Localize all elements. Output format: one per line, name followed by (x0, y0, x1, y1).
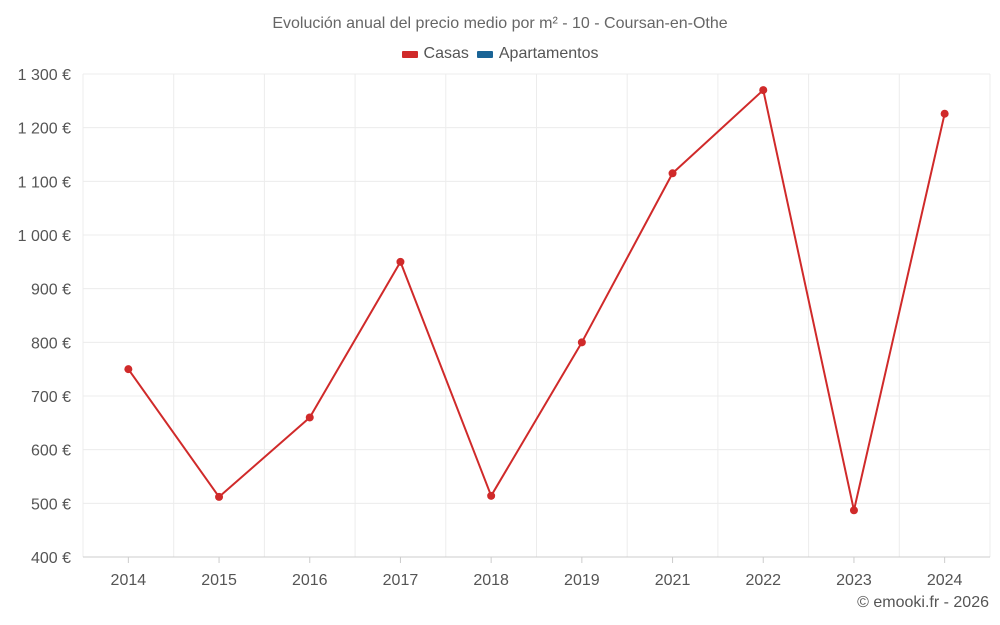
data-point (396, 257, 405, 266)
legend-swatch-apartamentos (476, 50, 493, 58)
x-tick-label: 2014 (111, 572, 147, 589)
data-point (940, 109, 949, 118)
series-line-casas (127, 89, 946, 512)
legend-item-apartamentos[interactable]: Apartamentos (476, 45, 599, 63)
legend-swatch-casas (401, 50, 418, 58)
chart-title: Evolución anual del precio medio por m² … (272, 15, 728, 32)
y-tick-label: 1 300 € (18, 67, 71, 84)
y-tick-label: 800 € (31, 335, 71, 352)
legend-label-apartamentos: Apartamentos (498, 45, 599, 62)
y-tick-label: 400 € (31, 550, 71, 567)
y-tick-label: 900 € (31, 282, 71, 299)
y-tick-label: 500 € (31, 496, 71, 513)
copyright-credit: © emooki.fr - 2026 (857, 594, 989, 611)
y-tick-label: 1 000 € (18, 228, 71, 245)
data-point (849, 506, 858, 515)
x-tick-label: 2017 (383, 572, 419, 589)
x-tick-label: 2018 (473, 572, 509, 589)
x-tick-label: 2019 (564, 572, 600, 589)
x-tick-label: 2015 (201, 572, 237, 589)
y-tick-label: 1 100 € (18, 174, 71, 191)
legend-item-casas[interactable]: Casas (401, 45, 469, 63)
y-tick-label: 600 € (31, 443, 71, 460)
y-tick-label: 1 200 € (18, 121, 71, 138)
x-tick-label: 2016 (292, 572, 328, 589)
data-point (759, 86, 768, 95)
data-point (668, 169, 677, 178)
x-tick-label: 2023 (836, 572, 872, 589)
data-point (577, 338, 586, 347)
chart-legend: Casas Apartamentos (0, 45, 1000, 63)
data-point (124, 365, 133, 374)
y-tick-label: 700 € (31, 389, 71, 406)
x-tick-label: 2021 (655, 572, 691, 589)
legend-label-casas: Casas (423, 45, 469, 62)
data-point (215, 492, 224, 501)
x-tick-label: 2022 (745, 572, 781, 589)
x-tick-label: 2024 (927, 572, 963, 589)
data-point (487, 491, 496, 500)
data-point (305, 413, 314, 422)
